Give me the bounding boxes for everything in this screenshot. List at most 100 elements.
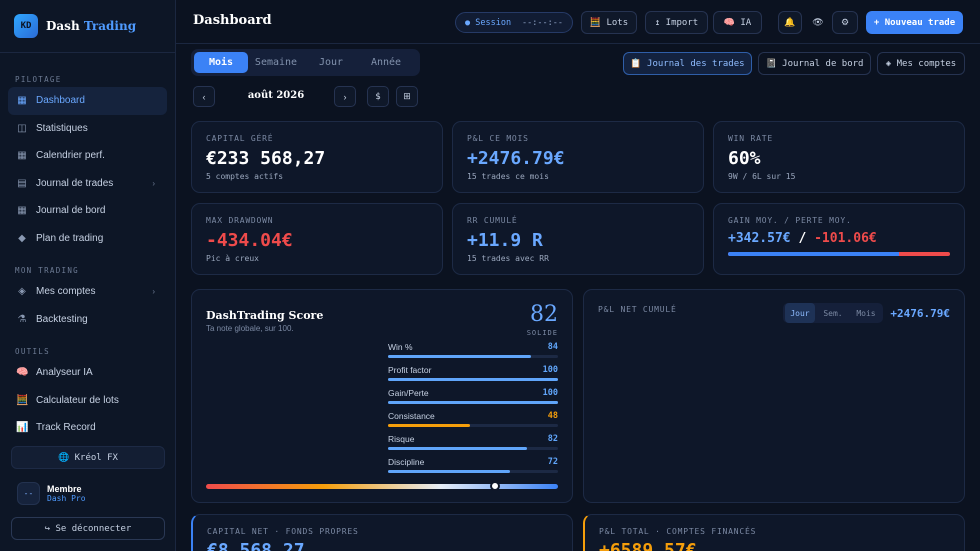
list-icon: ▤ <box>17 177 27 189</box>
period-tabs: Mois Semaine Jour Année <box>191 49 420 76</box>
pnl-total-value: +6589.57€ <box>599 540 697 551</box>
cumul-tab-sem[interactable]: Sem. <box>823 308 843 318</box>
gainloss-values: +342.57€ / -101.06€ <box>728 231 877 246</box>
gainloss-ratio-fill <box>728 252 899 256</box>
next-month-button[interactable]: › <box>334 86 356 107</box>
metric-track <box>388 378 558 381</box>
sidebar-item-analyseur-ia[interactable]: 🧠 Analyseur IA <box>8 359 167 387</box>
metric-name: Discipline <box>388 457 425 467</box>
metric-fill <box>388 378 558 381</box>
kpi-value: 60% <box>728 148 761 169</box>
cumul-pnl-card: P&L NET CUMULÉ Jour Sem. Mois +2476.79€ <box>583 289 965 503</box>
topbar: Dashboard ● Session --:--:-- 🧮 Lots ↥ Im… <box>176 0 980 44</box>
member-card[interactable]: -- Membre Dash Pro <box>17 482 86 505</box>
section-outils: OUTILS <box>15 347 50 356</box>
kreol-fx-button[interactable]: 🌐 Kréol FX <box>11 446 165 469</box>
journal-bord-button[interactable]: 📓 Journal de bord <box>758 52 871 75</box>
kpi-gainloss-card: GAIN MOY. / PERTE MOY. +342.57€ / -101.0… <box>713 203 965 275</box>
ia-button[interactable]: 🧠 IA <box>713 11 762 34</box>
score-metric: Gain/Perte 100 <box>388 388 558 408</box>
chevron-right-icon: › <box>152 287 155 297</box>
metric-fill <box>388 424 470 427</box>
sidebar-item-plan-de-trading[interactable]: ◆ Plan de trading <box>8 225 167 253</box>
brand-name: Dash Trading <box>46 19 137 33</box>
sidebar-item-calculateur-de-lots[interactable]: 🧮 Calculateur de lots <box>8 387 167 415</box>
score-grade: SOLIDE <box>526 329 558 337</box>
sidebar-item-calendrier-perf[interactable]: ▦ Calendrier perf. <box>8 142 167 170</box>
metric-fill <box>388 470 511 473</box>
metric-fill <box>388 355 531 358</box>
metric-fill <box>388 401 558 404</box>
panels-icon: ◫ <box>17 122 27 134</box>
page-title: Dashboard <box>193 13 272 28</box>
tab-annee[interactable]: Année <box>370 57 402 68</box>
diamond-icon: ◆ <box>18 232 26 244</box>
kpi-label: CAPITAL GÉRÉ <box>206 134 274 143</box>
sidebar-item-label: Journal de trades <box>36 177 114 189</box>
score-metric: Consistance 48 <box>388 411 558 431</box>
prev-month-button[interactable]: ‹ <box>193 86 215 107</box>
sidebar-item-label: Mes comptes <box>36 286 96 298</box>
grid-view-icon[interactable]: ⊞ <box>396 86 418 107</box>
metric-value: 84 <box>547 342 558 352</box>
metric-fill <box>388 447 528 450</box>
cumul-tab-jour[interactable]: Jour <box>785 303 815 323</box>
sidebar-item-journal-de-trades[interactable]: ▤ Journal de trades › <box>8 170 167 198</box>
section-pilotage: PILOTAGE <box>15 75 62 84</box>
sidebar-item-journal-de-bord[interactable]: ▦ Journal de bord <box>8 197 167 225</box>
member-plan: Dash Pro <box>47 494 86 503</box>
metric-value: 100 <box>542 388 558 398</box>
metric-name: Risque <box>388 434 415 444</box>
metric-value: 100 <box>542 365 558 375</box>
brand[interactable]: KD Dash Trading <box>0 0 175 53</box>
currency-toggle[interactable]: $ <box>367 86 389 107</box>
session-indicator[interactable]: ● Session --:--:-- <box>455 12 573 33</box>
calculator-icon: 🧮 <box>16 394 29 406</box>
sidebar-item-statistiques[interactable]: ◫ Statistiques <box>8 115 167 143</box>
bell-icon[interactable]: 🔔 <box>778 11 802 34</box>
kpi-sub: 5 comptes actifs <box>206 172 284 181</box>
mes-comptes-button[interactable]: ◈ Mes comptes <box>877 52 965 75</box>
lots-button[interactable]: 🧮 Lots <box>581 11 637 34</box>
cumul-tab-mois[interactable]: Mois <box>856 308 876 318</box>
session-time: --:--:-- <box>522 17 563 28</box>
metric-name: Win % <box>388 342 413 352</box>
capital-net-card: CAPITAL NET · FONDS PROPRES €8 568,27 <box>191 514 573 551</box>
month-label: août 2026 <box>247 90 305 101</box>
metric-track <box>388 447 558 450</box>
metric-track <box>388 470 558 473</box>
chevron-right-icon: › <box>152 178 155 188</box>
score-metric: Win % 84 <box>388 342 558 362</box>
sidebar-item-label: Plan de trading <box>36 232 104 244</box>
kpi-capital-card: CAPITAL GÉRÉ €233 568,27 5 comptes actif… <box>191 121 443 193</box>
notebook-icon: ▦ <box>17 205 27 217</box>
score-gauge <box>206 481 558 491</box>
capital-net-label: CAPITAL NET · FONDS PROPRES <box>207 527 359 536</box>
metric-track <box>388 424 558 427</box>
tab-mois[interactable]: Mois <box>194 52 248 73</box>
sidebar-item-backtesting[interactable]: ⚗ Backtesting <box>8 306 167 334</box>
kpi-winrate-card: WIN RATE 60% 9W / 6L sur 15 <box>713 121 965 193</box>
brand-logo: KD <box>14 14 38 38</box>
tab-jour[interactable]: Jour <box>318 57 344 68</box>
sidebar-item-track-record[interactable]: 📊 Track Record <box>8 414 167 442</box>
kpi-label: GAIN MOY. / PERTE MOY. <box>728 216 852 225</box>
sidebar-item-dashboard[interactable]: ▦ Dashboard <box>8 87 167 115</box>
sidebar-item-label: Calculateur de lots <box>36 394 119 406</box>
score-subtitle: Ta note globale, sur 100. <box>206 324 294 333</box>
gear-icon[interactable]: ⚙ <box>832 11 858 34</box>
tab-semaine[interactable]: Semaine <box>254 57 298 68</box>
journal-trades-button[interactable]: 📋 Journal des trades <box>623 52 752 75</box>
kpi-drawdown-card: MAX DRAWDOWN -434.04€ Pic à creux <box>191 203 443 275</box>
score-value: 82 <box>530 302 558 327</box>
import-button[interactable]: ↥ Import <box>645 11 708 34</box>
logout-button[interactable]: ↪ Se déconnecter <box>11 517 165 540</box>
kpi-value: €233 568,27 <box>206 148 326 169</box>
sidebar-item-mes-comptes[interactable]: ◈ Mes comptes › <box>8 278 167 306</box>
kpi-sub: 9W / 6L sur 15 <box>728 172 796 181</box>
new-trade-button[interactable]: + Nouveau trade <box>866 11 963 34</box>
kpi-value: +2476.79€ <box>467 148 565 169</box>
eye-icon[interactable]: 👁 <box>812 17 824 27</box>
session-label: ● Session <box>465 17 512 28</box>
pnl-total-label: P&L TOTAL · COMPTES FINANCÉS <box>599 527 757 536</box>
